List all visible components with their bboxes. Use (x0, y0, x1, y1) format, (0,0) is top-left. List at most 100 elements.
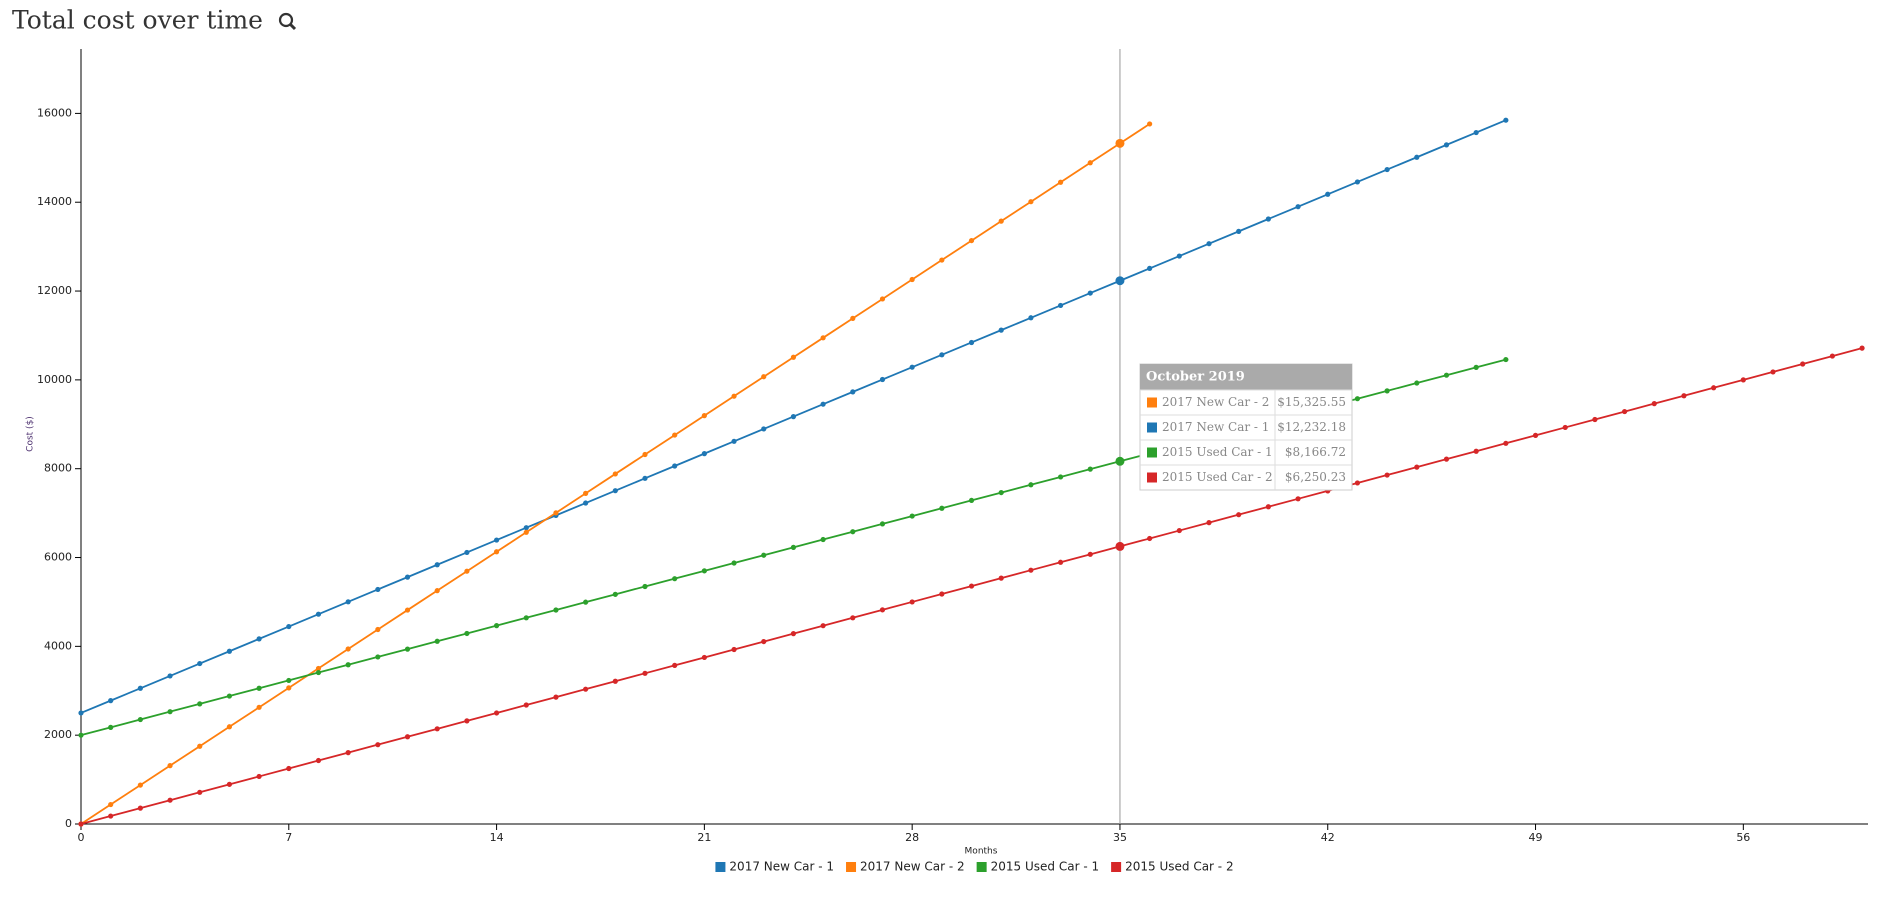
data-point (464, 718, 470, 724)
data-point (939, 257, 945, 263)
data-point (1473, 448, 1479, 454)
data-point (197, 701, 203, 707)
data-point (464, 630, 470, 637)
data-point (1087, 551, 1093, 557)
data-point (731, 438, 737, 444)
data-point (1028, 567, 1034, 573)
data-point (1414, 380, 1420, 386)
tooltip-value: $15,325.55 (1277, 395, 1346, 409)
data-point (523, 529, 529, 535)
data-point (1147, 121, 1153, 127)
data-point (375, 586, 381, 593)
data-point (108, 698, 114, 704)
data-point (701, 654, 707, 661)
chart-title: Total cost over time (12, 6, 263, 35)
data-point (850, 315, 856, 321)
x-tick-label: 28 (905, 831, 919, 844)
x-tick-label: 56 (1736, 831, 1750, 844)
data-point (1147, 535, 1153, 542)
data-point (315, 611, 322, 617)
data-point (672, 662, 678, 668)
data-point (345, 599, 351, 605)
data-point (345, 646, 351, 652)
y-tick-label: 6000 (44, 551, 72, 564)
data-point (879, 607, 886, 613)
data-point (1503, 356, 1509, 363)
tooltip-swatch (1147, 397, 1157, 408)
data-point (345, 750, 351, 756)
legend-item[interactable]: 2017 New Car - 2 (846, 860, 965, 874)
data-point (1473, 129, 1479, 136)
data-point (493, 623, 500, 629)
legend-item[interactable]: 2015 Used Car - 1 (976, 860, 1099, 874)
data-point (137, 685, 143, 691)
data-point (612, 488, 618, 494)
y-tick-label: 8000 (44, 462, 72, 475)
data-point (1681, 393, 1687, 399)
data-point (939, 352, 945, 358)
legend-swatch (846, 862, 857, 872)
data-point (226, 724, 233, 730)
data-point (1414, 464, 1420, 470)
data-point (404, 734, 411, 740)
zoom-icon[interactable] (278, 12, 297, 31)
x-tick-label: 49 (1529, 831, 1543, 844)
data-point (1057, 474, 1064, 480)
legend-label: 2015 Used Car - 2 (1125, 860, 1233, 874)
y-tick-label: 16000 (37, 106, 72, 119)
data-point (879, 296, 886, 302)
legend-item[interactable]: 2017 New Car - 1 (715, 860, 834, 874)
data-point (672, 463, 678, 469)
data-point (1325, 191, 1331, 197)
data-point (642, 451, 648, 458)
data-point (790, 631, 797, 637)
data-point (226, 693, 233, 699)
data-point (1384, 166, 1390, 173)
data-point (1028, 482, 1034, 488)
data-point (523, 525, 529, 531)
tooltip-swatch (1147, 422, 1157, 433)
x-axis-label: Months (965, 847, 998, 857)
y-tick-label: 2000 (44, 728, 72, 741)
data-point (167, 673, 173, 679)
data-point (523, 615, 529, 621)
legend: 2017 New Car - 1 2017 New Car - 2 2015 Use… (715, 860, 1234, 874)
data-point (1265, 216, 1271, 222)
data-point (1087, 160, 1093, 166)
y-axis-label: Cost ($) (26, 416, 36, 452)
data-point (850, 389, 856, 395)
data-point (1651, 401, 1657, 407)
data-point (1503, 117, 1509, 123)
data-point (790, 544, 797, 550)
data-point (1354, 179, 1361, 185)
x-tick-label: 14 (490, 831, 504, 844)
data-point (286, 765, 292, 772)
data-point (761, 426, 767, 432)
data-point (701, 568, 707, 574)
x-tick-label: 35 (1113, 831, 1127, 844)
data-point (553, 607, 559, 613)
data-point (167, 797, 173, 803)
legend-swatch (1111, 862, 1122, 872)
tooltip-series-name: 2017 New Car - 2 (1162, 395, 1269, 409)
data-point (583, 599, 589, 605)
data-point (315, 669, 322, 676)
data-point (968, 583, 975, 589)
data-point (78, 710, 84, 716)
data-point (1115, 276, 1125, 286)
data-point (1532, 432, 1539, 438)
data-point (1562, 424, 1568, 431)
legend-label: 2017 New Car - 2 (860, 860, 965, 874)
tooltip-series-name: 2015 Used Car - 2 (1162, 470, 1273, 484)
data-point (790, 414, 797, 420)
data-point (345, 662, 351, 668)
data-point (404, 574, 411, 580)
data-point (1443, 456, 1450, 462)
legend-item[interactable]: 2015 Used Car - 2 (1111, 860, 1234, 874)
data-point (434, 562, 440, 568)
data-point (553, 510, 559, 516)
data-point (286, 623, 292, 630)
data-point (1414, 154, 1420, 160)
